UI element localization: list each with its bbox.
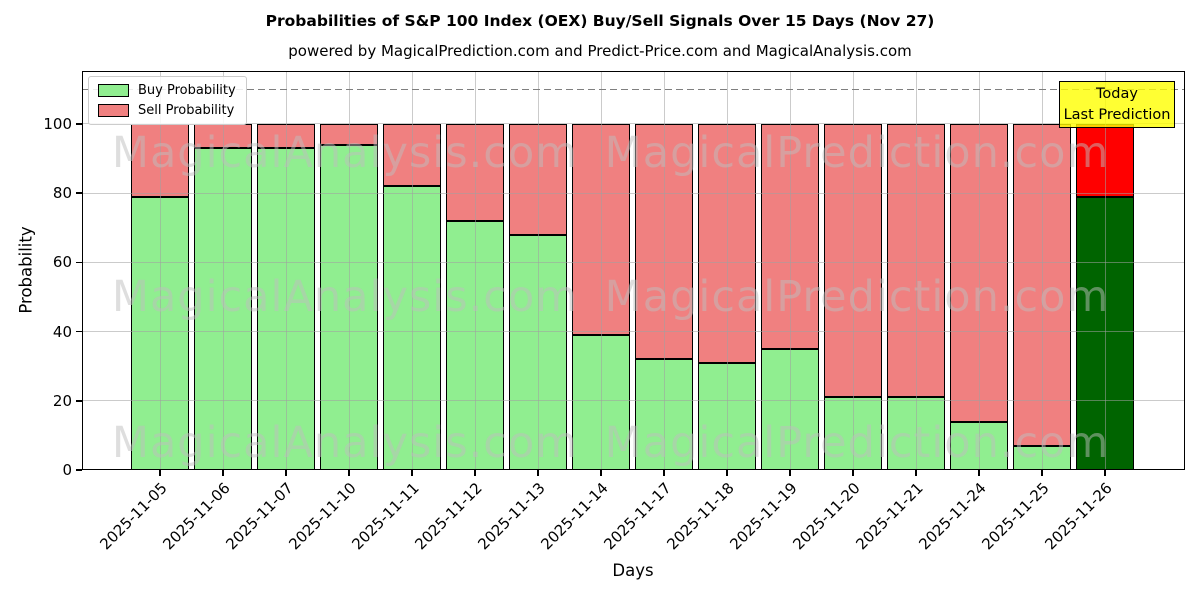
x-tick-mark — [1041, 470, 1043, 476]
gridline-vertical — [222, 71, 224, 470]
axes-border — [82, 71, 1185, 470]
x-tick-mark — [537, 470, 539, 476]
chart-subtitle: powered by MagicalPrediction.com and Pre… — [288, 42, 912, 60]
x-tick-mark — [285, 470, 287, 476]
x-tick-mark — [222, 470, 224, 476]
gridline-horizontal — [82, 261, 1185, 263]
dashed-guide-line — [82, 88, 1185, 91]
x-tick-mark — [159, 470, 161, 476]
gridline-horizontal — [82, 331, 1185, 333]
gridline-horizontal — [82, 400, 1185, 402]
grid-layer — [82, 71, 1185, 470]
legend-entry-sell: Sell Probability — [98, 103, 236, 118]
y-tick-mark — [76, 400, 82, 402]
y-tick-label: 20 — [52, 391, 72, 410]
y-tick-label: 40 — [52, 322, 72, 341]
gridline-vertical — [726, 71, 728, 470]
gridline-vertical — [285, 71, 287, 470]
legend-label-sell: Sell Probability — [138, 103, 235, 118]
x-axis-label: Days — [612, 561, 654, 580]
y-tick-label: 100 — [43, 114, 72, 133]
y-tick-mark — [76, 192, 82, 194]
legend: Buy Probability Sell Probability — [88, 76, 247, 125]
legend-entry-buy: Buy Probability — [98, 83, 236, 98]
y-tick-mark — [76, 330, 82, 333]
x-tick-mark — [789, 470, 791, 476]
chart-title: Probabilities of S&P 100 Index (OEX) Buy… — [265, 12, 935, 30]
gridline-vertical — [915, 71, 917, 470]
gridline-horizontal — [82, 192, 1185, 194]
legend-swatch-buy-icon — [98, 84, 129, 97]
gridline-vertical — [789, 71, 791, 470]
gridline-vertical — [852, 71, 854, 470]
legend-label-buy: Buy Probability — [138, 83, 236, 98]
gridline-vertical — [663, 71, 665, 470]
gridline-vertical — [978, 71, 980, 470]
x-tick-mark — [852, 470, 854, 476]
y-tick-mark — [76, 123, 82, 125]
x-tick-mark — [726, 470, 728, 476]
gridline-horizontal — [82, 123, 1185, 125]
y-tick-label: 0 — [62, 461, 72, 479]
x-tick-mark — [348, 470, 350, 476]
legend-swatch-sell-icon — [98, 104, 129, 117]
gridline-vertical — [600, 71, 602, 470]
x-tick-mark — [978, 470, 980, 476]
x-tick-mark — [915, 470, 917, 476]
plot-area: MagicalAnalysis.com MagicalPrediction.com… — [82, 71, 1185, 470]
annotation-line-today: Today — [1096, 86, 1138, 102]
y-tick-mark — [76, 261, 82, 264]
x-tick-mark — [663, 470, 665, 476]
y-tick-label: 60 — [52, 253, 72, 272]
gridline-vertical — [411, 71, 413, 470]
gridline-vertical — [1041, 71, 1043, 470]
y-tick-label: 80 — [52, 184, 72, 203]
x-tick-mark — [1104, 470, 1106, 476]
x-tick-mark — [411, 470, 413, 476]
gridline-vertical — [159, 71, 161, 470]
annotation-line-last-prediction: Last Prediction — [1063, 107, 1171, 123]
gridline-vertical — [1104, 71, 1106, 470]
x-tick-mark — [600, 470, 602, 476]
y-tick-mark — [76, 469, 82, 471]
today-annotation-box: Today Last Prediction — [1059, 81, 1175, 128]
gridline-vertical — [537, 71, 539, 470]
gridline-vertical — [474, 71, 476, 470]
x-tick-mark — [474, 470, 476, 476]
gridline-vertical — [348, 71, 350, 470]
